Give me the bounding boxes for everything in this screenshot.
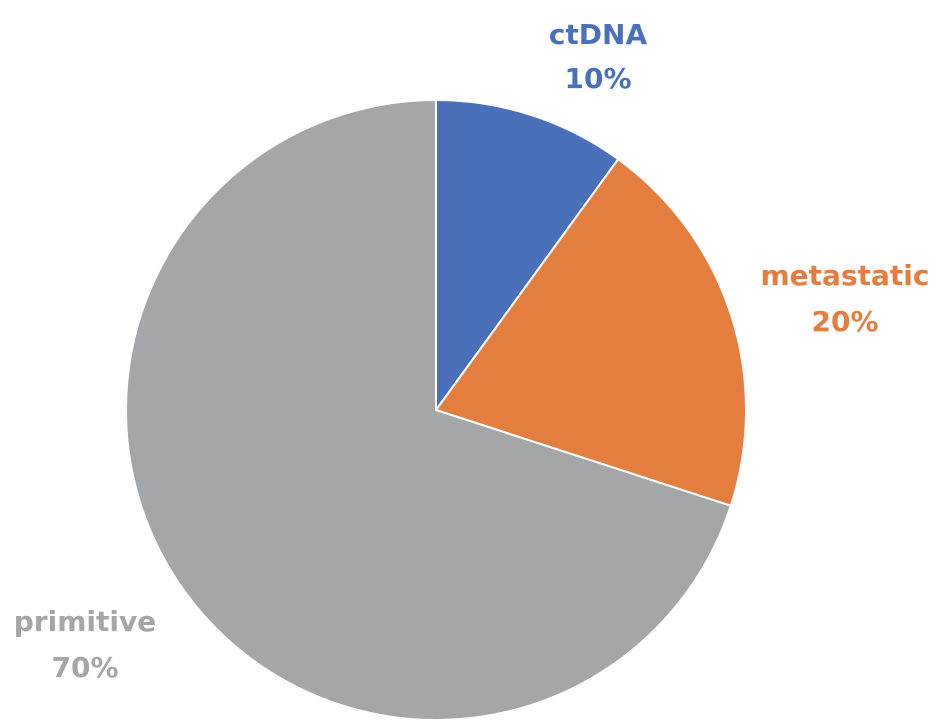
- slice-value-ctdna: 10%: [564, 62, 631, 95]
- slice-label-primitive: primitive: [14, 605, 156, 638]
- slice-labels: ctDNA 10% metastatic 20% primitive 70%: [14, 18, 930, 684]
- slice-value-primitive: 70%: [51, 651, 118, 684]
- pie-slice-metastatic: [434, 157, 747, 508]
- pie-slice-ctdna: [435, 98, 620, 414]
- pie-slice-primitive: [125, 98, 733, 721]
- slice-value-metastatic: 20%: [811, 305, 878, 338]
- slice-label-ctdna: ctDNA: [549, 18, 648, 51]
- pie-slices: [125, 98, 747, 721]
- slice-label-metastatic: metastatic: [761, 259, 930, 292]
